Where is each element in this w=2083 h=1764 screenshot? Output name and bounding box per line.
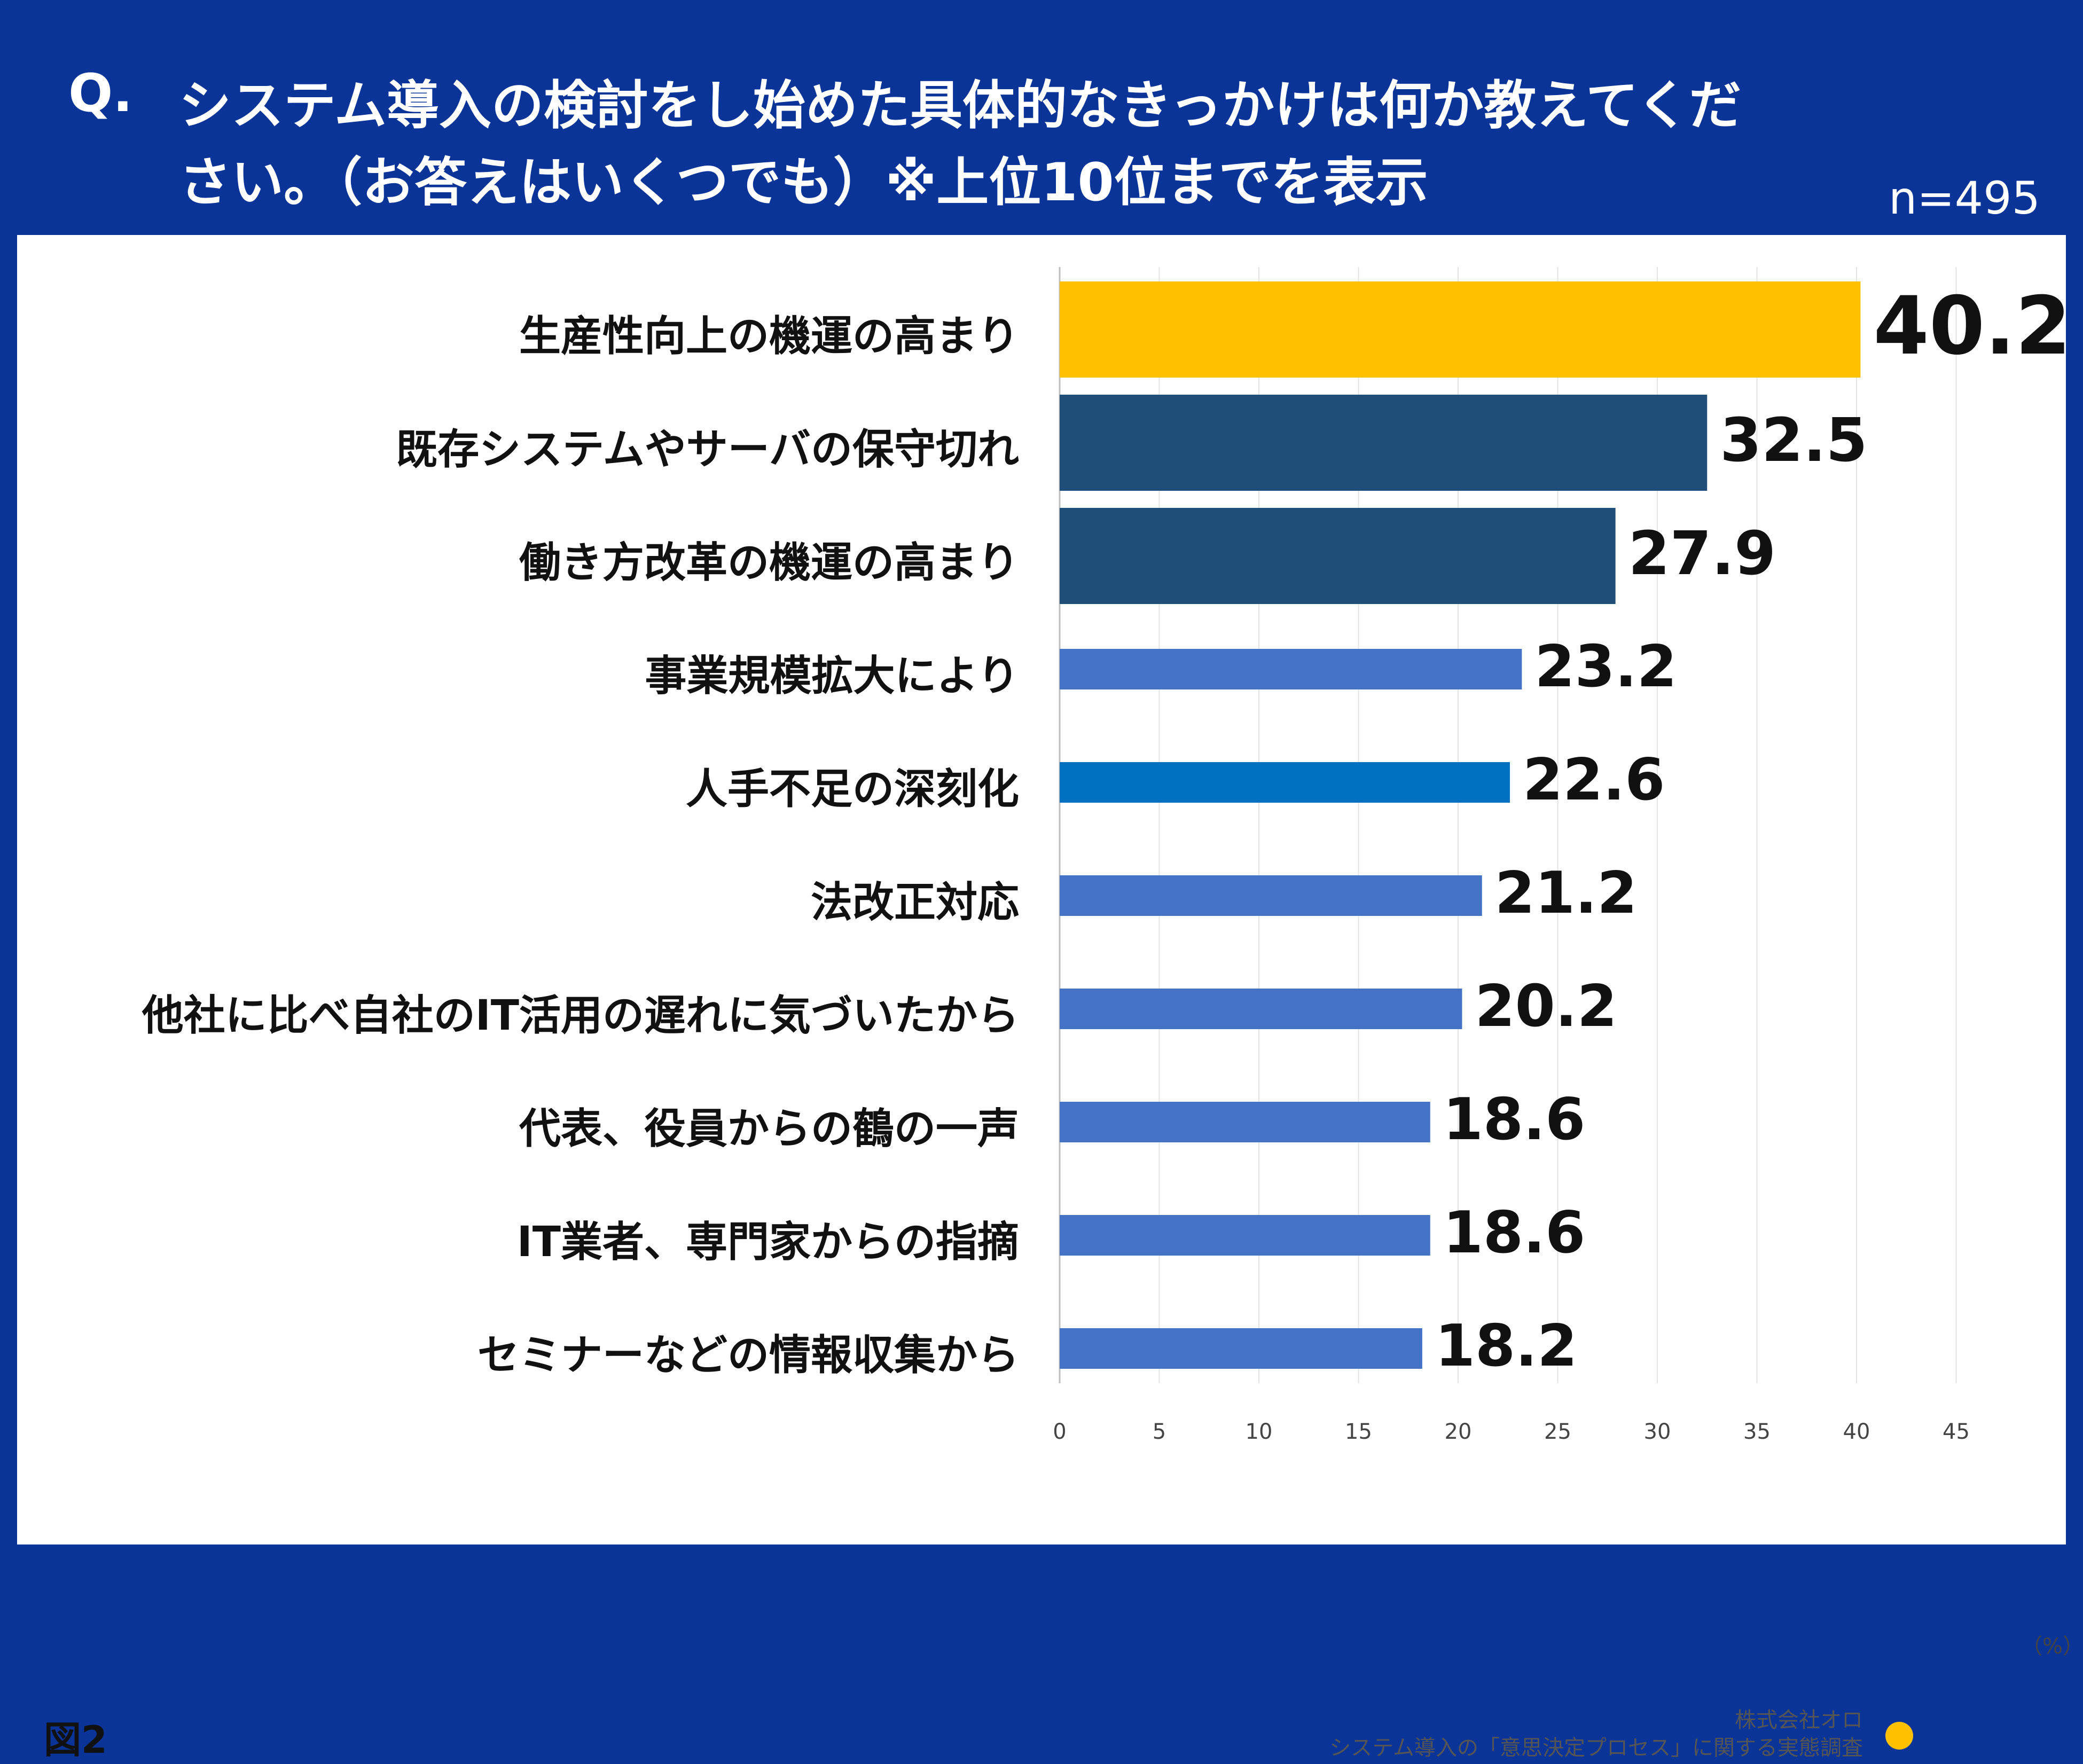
bar bbox=[1060, 1215, 1430, 1256]
value-label: 20.2 bbox=[1475, 973, 1617, 1040]
slide-frame: Q. システム導入の検討をし始めた具体的なきっかけは何か教えてくだ さい。（お答… bbox=[17, 63, 2083, 1762]
category-label: 既存システムやサーバの保守切れ bbox=[396, 426, 1019, 474]
credit-survey: システム導入の「意思決定プロセス」に関する実態調査 bbox=[1329, 1736, 1863, 1760]
x-tick-label: 45 bbox=[1943, 1420, 1970, 1444]
question-mark: Q. bbox=[68, 63, 133, 124]
bar bbox=[1060, 1328, 1422, 1369]
value-label: 23.2 bbox=[1534, 633, 1677, 701]
x-tick-label: 0 bbox=[1053, 1420, 1067, 1444]
category-label: 働き方改革の機運の高まり bbox=[519, 539, 1019, 587]
bar bbox=[1060, 649, 1522, 689]
bar bbox=[1060, 395, 1708, 491]
category-label: 法改正対応 bbox=[810, 879, 1019, 927]
value-label: 18.6 bbox=[1443, 1199, 1586, 1267]
question-title-line-2: さい。（お答えはいくつでも）※上位10位までを表示 bbox=[179, 152, 1428, 213]
x-tick-label: 40 bbox=[1843, 1420, 1870, 1444]
category-label: IT業者、専門家からの指摘 bbox=[516, 1218, 1019, 1266]
category-label: 代表、役員からの鶴の一声 bbox=[519, 1105, 1019, 1153]
category-label: 人手不足の深刻化 bbox=[685, 765, 1019, 813]
logo-blue-diamond bbox=[1918, 1722, 1946, 1750]
x-tick-label: 30 bbox=[1643, 1420, 1671, 1444]
value-label: 21.2 bbox=[1494, 860, 1638, 927]
figure-label: 図2 bbox=[44, 1718, 107, 1762]
x-tick-label: 15 bbox=[1345, 1420, 1372, 1444]
x-tick-label: 10 bbox=[1245, 1420, 1273, 1444]
x-tick-label: 5 bbox=[1152, 1420, 1166, 1444]
unit-label: （%） bbox=[2021, 1634, 2083, 1659]
credit-company: 株式会社オロ bbox=[1735, 1708, 1863, 1732]
question-title-line-1: システム導入の検討をし始めた具体的なきっかけは何か教えてくだ bbox=[179, 75, 1742, 136]
bar bbox=[1060, 989, 1462, 1029]
x-tick-label: 35 bbox=[1743, 1420, 1771, 1444]
bar bbox=[1060, 281, 1861, 378]
sample-size: n=495 bbox=[1889, 172, 2040, 224]
logo-text: ZAC bbox=[1969, 1714, 2061, 1755]
bar bbox=[1060, 762, 1510, 803]
bar bbox=[1060, 508, 1616, 604]
category-label: 生産性向上の機運の高まり bbox=[519, 312, 1019, 360]
category-label: 事業規模拡大により bbox=[645, 652, 1019, 700]
bar bbox=[1060, 875, 1482, 916]
value-label: 27.9 bbox=[1628, 519, 1776, 589]
bar bbox=[1060, 1102, 1430, 1142]
value-label: 18.2 bbox=[1435, 1313, 1578, 1380]
value-label: 40.2 bbox=[1873, 280, 2071, 373]
category-label: 他社に比べ自社のIT活用の遅れに気づいたから bbox=[142, 992, 1019, 1040]
category-label: セミナーなどの情報収集から bbox=[477, 1331, 1019, 1379]
x-tick-label: 20 bbox=[1444, 1420, 1472, 1444]
value-label: 18.6 bbox=[1443, 1086, 1586, 1154]
bar-chart bbox=[1059, 267, 1957, 1383]
value-label: 22.6 bbox=[1522, 747, 1665, 814]
logo-yellow-dot bbox=[1885, 1722, 1913, 1750]
value-label: 32.5 bbox=[1720, 405, 1868, 475]
chart-panel: 0 5 10 15 20 25 30 35 40 45 生産性向上の機運の高まり 40.2 既存システム… bbox=[17, 235, 2083, 1762]
x-tick-label: 25 bbox=[1544, 1420, 1571, 1444]
